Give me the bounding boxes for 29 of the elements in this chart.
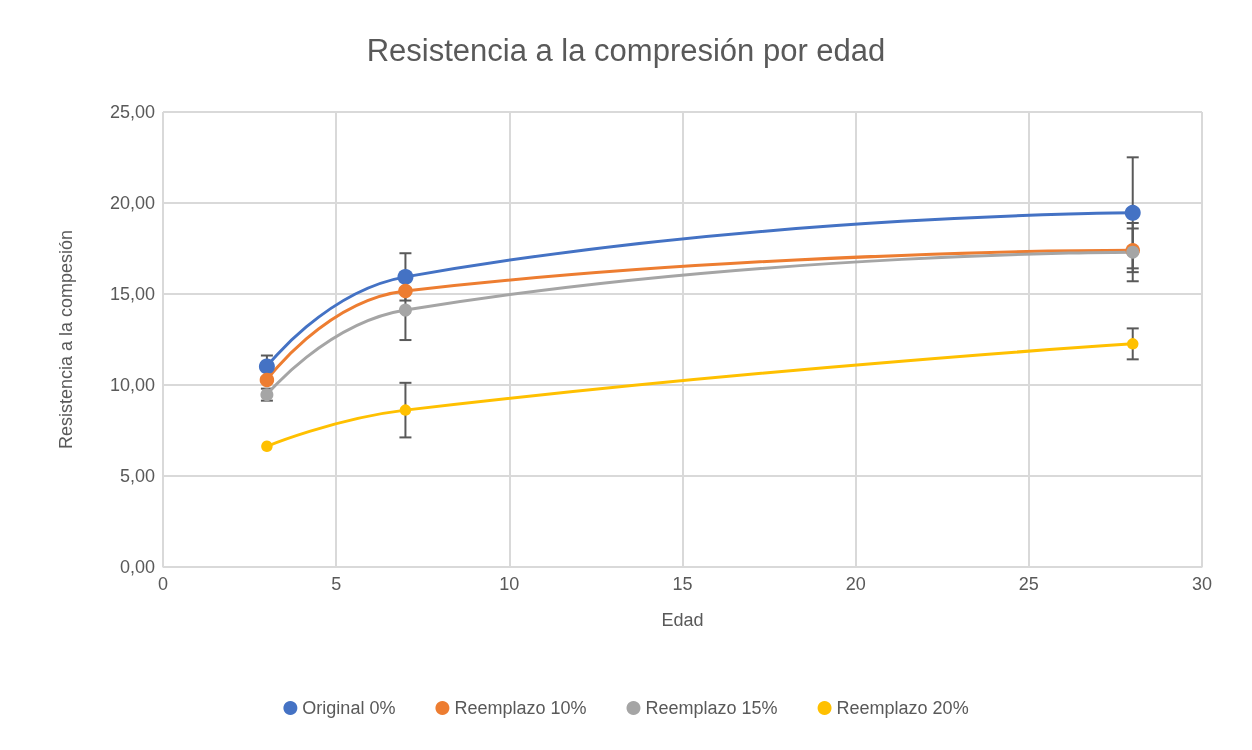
point [259,372,275,388]
point [261,440,273,453]
x-tick-label: 25 [1018,574,1039,594]
y-axis-title: Resistencia a la compesión [56,229,76,450]
point [1124,204,1141,221]
x-tick-label: 0 [157,574,169,594]
x-tick-label: 10 [499,574,520,594]
x-tick-label: 30 [1191,574,1213,594]
point [398,303,412,317]
point [398,283,413,299]
x-axis-title: Edad [661,610,704,630]
x-tick-label: 20 [845,574,866,594]
legend-label: Original 0% [302,698,396,718]
chart-title: Resistencia a la compresión por edad [366,33,886,68]
x-tick-label: 5 [331,574,342,594]
y-tick-label: 5,00 [119,466,155,486]
y-tick-label: 15,00 [109,284,155,304]
point [399,404,412,416]
x-tick-label: 15 [672,574,693,594]
point [1127,338,1139,350]
legend-label: Reemplazo 15% [645,698,778,718]
legend-label: Reemplazo 10% [454,698,587,718]
point [397,268,414,285]
legend-label: Reemplazo 20% [836,698,969,718]
y-tick-label: 25,00 [109,102,155,122]
y-tick-label: 0,00 [119,557,155,577]
y-tick-label: 20,00 [109,193,155,213]
point [258,358,275,375]
y-tick-label: 10,00 [109,375,155,395]
